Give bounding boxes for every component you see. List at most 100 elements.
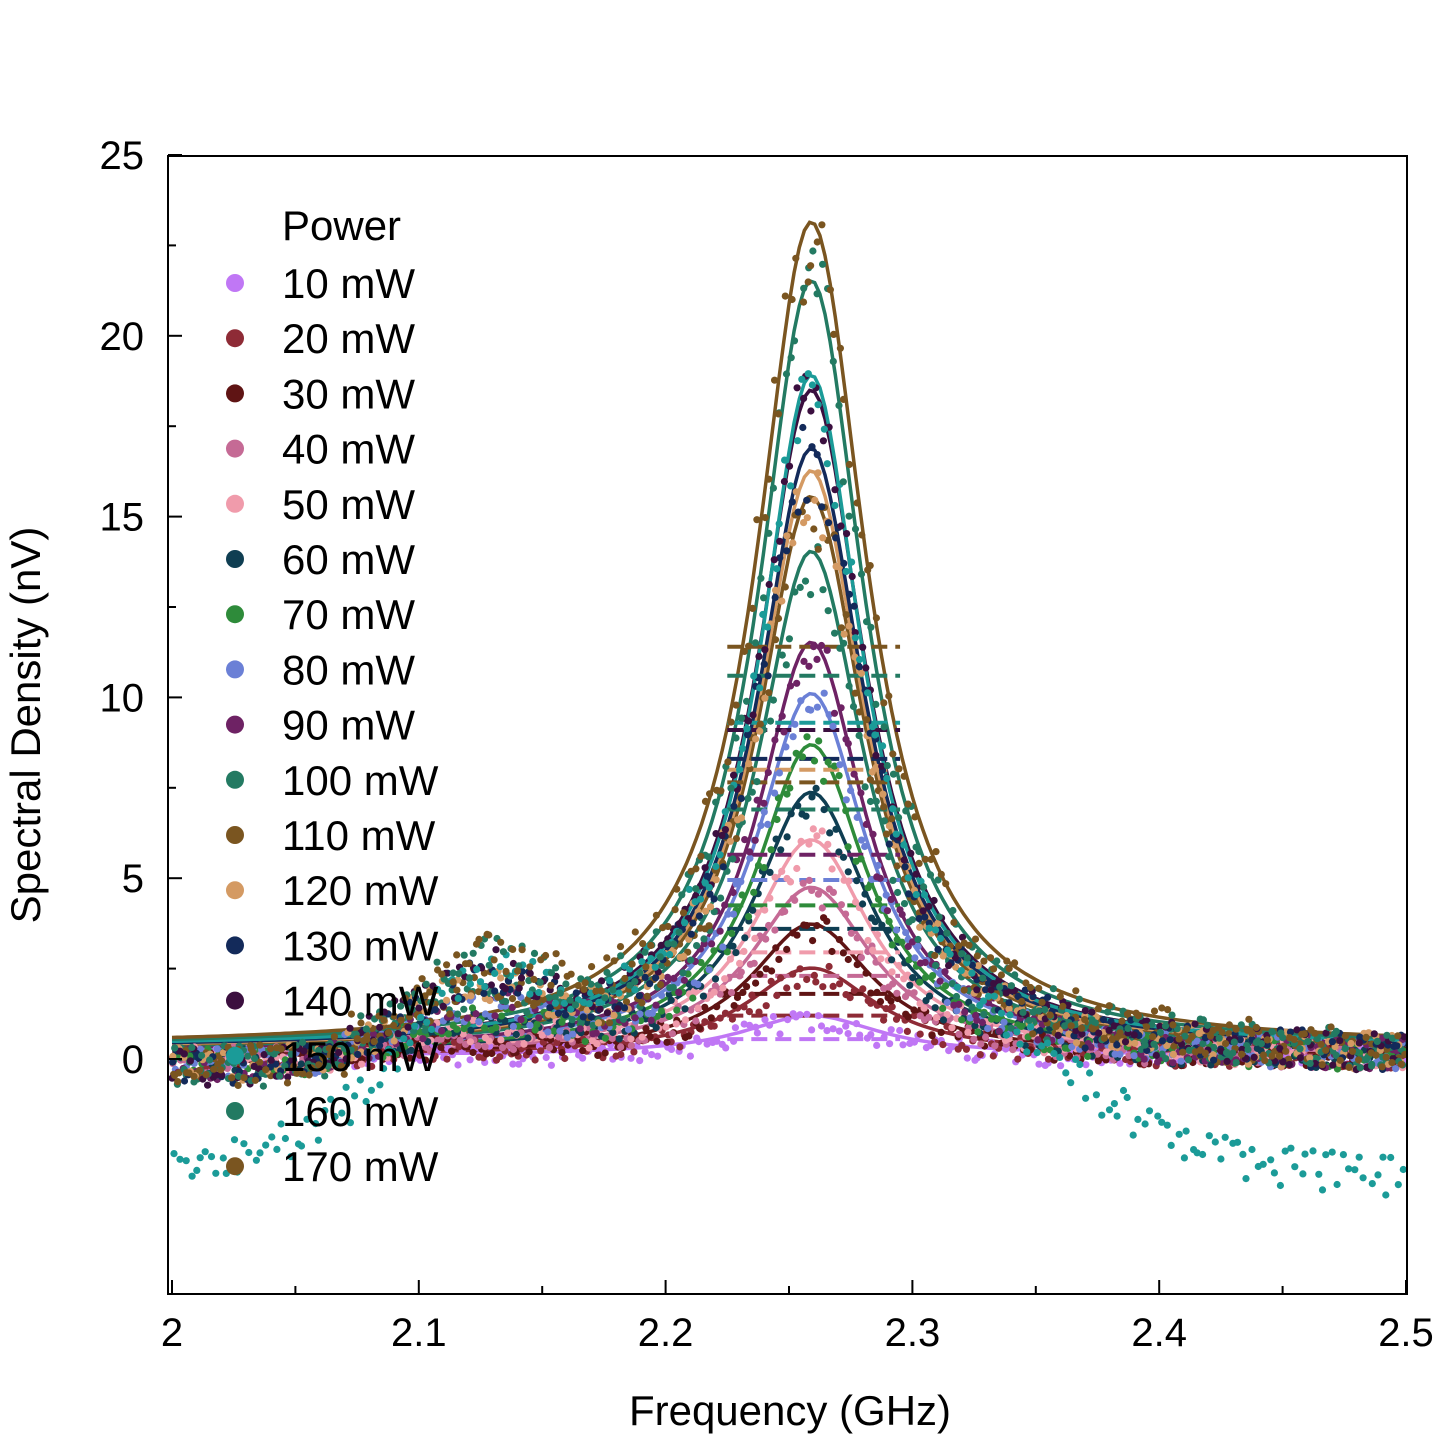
data-point <box>1211 1138 1219 1146</box>
data-point <box>711 982 720 990</box>
data-point <box>299 1070 307 1078</box>
data-point <box>1175 1130 1183 1138</box>
data-point <box>1359 1174 1367 1182</box>
data-point <box>514 1040 523 1048</box>
data-point <box>810 971 819 980</box>
data-point <box>851 689 859 697</box>
data-point <box>764 768 772 777</box>
legend-label: 10 mW <box>282 260 415 307</box>
data-point <box>354 1050 362 1059</box>
data-point <box>454 994 462 1003</box>
data-point <box>800 394 808 402</box>
data-point <box>818 827 826 835</box>
data-point <box>849 702 858 711</box>
data-point <box>856 1031 864 1039</box>
data-point <box>853 961 861 969</box>
data-point <box>863 618 871 626</box>
data-point <box>885 840 893 848</box>
data-point <box>653 1037 661 1045</box>
data-point <box>883 774 891 783</box>
data-point <box>787 810 795 818</box>
data-point <box>803 921 811 930</box>
data-point <box>814 401 822 409</box>
data-point <box>300 1047 308 1055</box>
data-point <box>902 807 910 815</box>
data-point <box>656 953 664 961</box>
data-point <box>705 883 713 892</box>
data-point <box>474 1042 482 1050</box>
data-point <box>900 772 908 780</box>
data-point <box>888 968 896 976</box>
data-point <box>635 992 644 1000</box>
data-point <box>1332 1027 1340 1035</box>
data-point <box>536 978 544 986</box>
data-point <box>1214 1024 1223 1032</box>
data-point <box>844 1030 852 1038</box>
fit-curve <box>171 278 1407 1042</box>
data-point <box>259 1082 267 1090</box>
data-point <box>404 1023 412 1031</box>
data-point <box>856 655 864 664</box>
data-point <box>702 907 710 915</box>
data-point <box>1017 1022 1025 1030</box>
data-point <box>496 963 504 971</box>
legend-label: 130 mW <box>282 922 439 969</box>
data-point <box>1184 1056 1193 1064</box>
data-point <box>1250 1053 1258 1061</box>
data-point <box>888 1003 896 1011</box>
data-point <box>1116 1059 1124 1067</box>
data-point <box>631 1014 639 1022</box>
data-point <box>732 835 741 843</box>
data-point <box>687 930 695 938</box>
data-point <box>799 879 807 887</box>
data-point <box>965 941 973 949</box>
data-point <box>782 743 790 751</box>
data-point <box>1078 1030 1086 1038</box>
data-point <box>1205 1132 1213 1140</box>
data-point <box>426 1047 434 1055</box>
data-point <box>195 1066 204 1074</box>
data-point <box>837 901 846 909</box>
data-point <box>405 1013 413 1021</box>
data-point <box>1290 1035 1298 1044</box>
data-point <box>592 1029 600 1037</box>
data-point <box>764 672 772 680</box>
data-point <box>859 643 867 651</box>
data-point <box>551 993 559 1001</box>
data-point <box>514 967 522 975</box>
data-point <box>240 1074 248 1082</box>
data-point <box>297 1060 305 1068</box>
data-point <box>738 744 747 753</box>
data-point <box>252 1156 260 1164</box>
data-point <box>832 534 840 542</box>
data-point <box>1282 1047 1290 1055</box>
data-point <box>857 954 866 962</box>
data-point <box>786 784 794 792</box>
data-point <box>1276 1181 1284 1190</box>
data-point <box>788 498 796 506</box>
data-point <box>773 565 781 573</box>
data-point <box>1082 1061 1090 1069</box>
data-point <box>760 660 768 668</box>
data-point <box>554 1009 563 1017</box>
data-point <box>771 789 779 797</box>
data-point <box>545 994 553 1002</box>
data-point <box>1306 1059 1314 1068</box>
data-point <box>1092 1091 1100 1099</box>
data-point <box>601 994 609 1002</box>
data-point <box>751 836 759 844</box>
legend-marker <box>226 715 244 734</box>
data-point <box>423 1018 431 1026</box>
data-point <box>871 918 879 926</box>
data-point <box>641 973 649 982</box>
data-point <box>1209 1051 1217 1059</box>
data-point <box>932 848 940 856</box>
data-point <box>736 765 744 774</box>
data-point <box>1245 1015 1253 1023</box>
data-point <box>916 923 924 931</box>
data-point <box>666 950 674 959</box>
data-point <box>835 401 843 409</box>
data-point <box>776 554 784 562</box>
data-point <box>1215 1034 1223 1042</box>
data-point <box>882 891 890 899</box>
